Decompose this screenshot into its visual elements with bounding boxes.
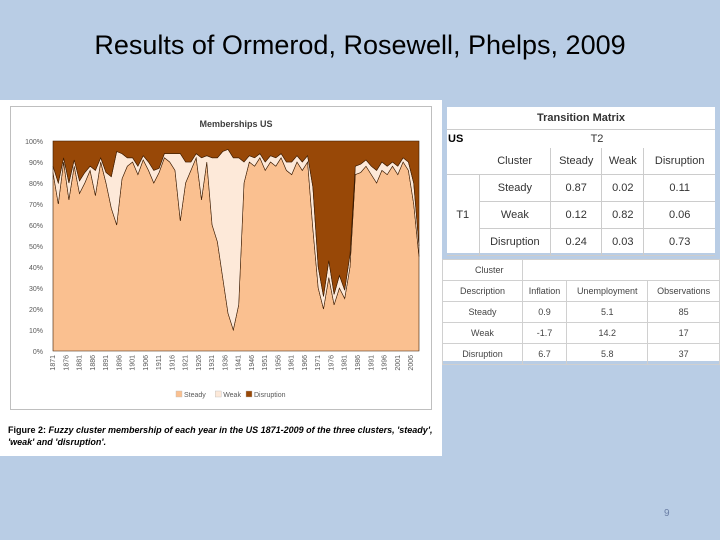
- tm-row-label: Disruption: [479, 228, 552, 256]
- cd-row-label: Disruption: [442, 343, 523, 365]
- x-tick-label: 2001: [395, 355, 402, 371]
- x-tick-label: 2006: [408, 355, 415, 371]
- tm-cell: 0.73: [668, 236, 691, 248]
- tm-row-label: Steady: [479, 174, 552, 202]
- tm-col-header: Cluster: [479, 148, 552, 175]
- y-tick-label: 30%: [29, 286, 43, 293]
- cd-cell: 5.8: [566, 343, 649, 365]
- cd-cell: 17: [647, 322, 720, 344]
- x-tick-label: 1901: [130, 355, 137, 371]
- y-tick-label: 0%: [33, 349, 43, 356]
- tm-cell: 0.06: [668, 209, 691, 221]
- y-tick-label: 60%: [29, 223, 43, 230]
- x-tick-label: 1936: [222, 355, 229, 371]
- chart-frame: Memberships US 0% 10% 20% 30% 40% 50% 60% 70% 80%…: [10, 106, 432, 410]
- figure-panel: Memberships US 0% 10% 20% 30% 40% 50% 60% 70% 80%…: [0, 100, 442, 456]
- tm-cell: 0.24: [550, 228, 603, 256]
- x-tick-label: 1951: [262, 355, 269, 371]
- x-tick-label: 1911: [156, 355, 163, 370]
- x-tick-label: 1886: [90, 355, 97, 371]
- y-tick-label: 10%: [29, 328, 43, 335]
- caption-label: Figure 2:: [8, 425, 47, 435]
- tm-cell: 0.02: [601, 174, 645, 202]
- tm-cell: 0.12: [550, 201, 603, 229]
- memberships-chart: Memberships US 0% 10% 20% 30% 40% 50% 60% 70% 80%…: [25, 119, 420, 399]
- figure-caption: Figure 2: Fuzzy cluster membership of ea…: [8, 424, 438, 448]
- cd-cell: 37: [647, 343, 720, 365]
- cluster-description-table: Cluster Description Inflation Unemployme…: [442, 259, 720, 365]
- tm-country: US: [447, 129, 479, 148]
- x-tick-label: 1941: [236, 355, 243, 371]
- cd-row-label: Weak: [442, 322, 523, 344]
- tm-t2: T2: [479, 129, 715, 148]
- cd-col-header: Inflation: [521, 280, 568, 302]
- x-tick-label: 1991: [368, 355, 375, 371]
- tm-cell: 0.11: [669, 182, 690, 194]
- x-tick-label: 1976: [329, 355, 336, 371]
- transition-matrix-title: Transition Matrix: [536, 112, 626, 124]
- page-number: 9: [664, 508, 670, 519]
- x-tick-label: 1926: [196, 355, 203, 371]
- legend-label-steady: Steady: [184, 392, 206, 399]
- legend-label-disruption: Disruption: [254, 392, 286, 399]
- x-tick-label: 1981: [342, 355, 349, 371]
- x-tick-label: 1881: [77, 355, 84, 371]
- cd-row-label: Steady: [442, 301, 523, 323]
- tm-cell: 0.87: [550, 174, 603, 202]
- legend-swatch-steady: [175, 390, 183, 398]
- tm-col-header: Steady: [550, 148, 603, 175]
- x-tick-label: 1966: [302, 355, 309, 371]
- tm-t1: T1: [447, 174, 480, 256]
- x-tick-label: 1921: [183, 355, 190, 371]
- tm-cell: 0.03: [601, 228, 645, 256]
- x-tick-label: 1931: [209, 355, 216, 371]
- x-tick-label: 1956: [275, 355, 282, 371]
- x-tick-label: 1996: [382, 355, 389, 371]
- x-tick-label: 1876: [63, 355, 70, 371]
- cd-cell: -1.7: [521, 322, 568, 344]
- tm-col-header: Weak: [601, 148, 645, 175]
- cd-cell: 6.7: [521, 343, 568, 365]
- y-tick-label: 100%: [25, 139, 43, 146]
- cd-col-header: Unemployment: [566, 280, 649, 302]
- slide-title: Results of Ormerod, Rosewell, Phelps, 20…: [94, 30, 626, 60]
- y-tick-label: 90%: [29, 160, 43, 167]
- cd-cell: 14.2: [566, 322, 649, 344]
- legend-swatch-weak: [214, 390, 222, 398]
- cd-col-header: Description: [442, 280, 523, 302]
- legend-label-weak: Weak: [223, 392, 241, 399]
- caption-text: Fuzzy cluster membership of each year in…: [8, 425, 433, 447]
- cd-cell: 0.9: [521, 301, 568, 323]
- x-tick-label: 1896: [116, 355, 123, 371]
- y-tick-label: 50%: [29, 244, 43, 251]
- x-tick-label: 1891: [103, 355, 110, 371]
- x-tick-label: 1961: [289, 355, 296, 371]
- chart-title: Memberships US: [199, 119, 272, 129]
- y-tick-label: 20%: [29, 307, 43, 314]
- cd-cell: 5.1: [566, 301, 649, 323]
- tm-row-label: Weak: [479, 201, 552, 229]
- y-tick-label: 40%: [29, 265, 43, 272]
- x-tick-label: 1906: [143, 355, 150, 371]
- tm-col-header: Disruption: [654, 155, 705, 167]
- cd-col-header: Observations: [647, 280, 720, 302]
- cd-header-top: Cluster: [442, 259, 523, 281]
- tm-cell: 0.82: [601, 201, 645, 229]
- x-tick-label: 1971: [315, 355, 322, 371]
- x-tick-label: 1946: [249, 355, 256, 371]
- transition-matrix: Transition Matrix US T2 Cluster Steady W…: [447, 107, 715, 256]
- x-tick-label: 1871: [50, 355, 57, 371]
- x-tick-label: 1916: [169, 355, 176, 371]
- x-tick-label: 1986: [355, 355, 362, 371]
- y-tick-label: 70%: [29, 202, 43, 209]
- cd-cell: 85: [647, 301, 720, 323]
- legend-swatch-disruption: [245, 390, 253, 398]
- y-tick-label: 80%: [29, 181, 43, 188]
- series-area-disruption: [52, 140, 420, 297]
